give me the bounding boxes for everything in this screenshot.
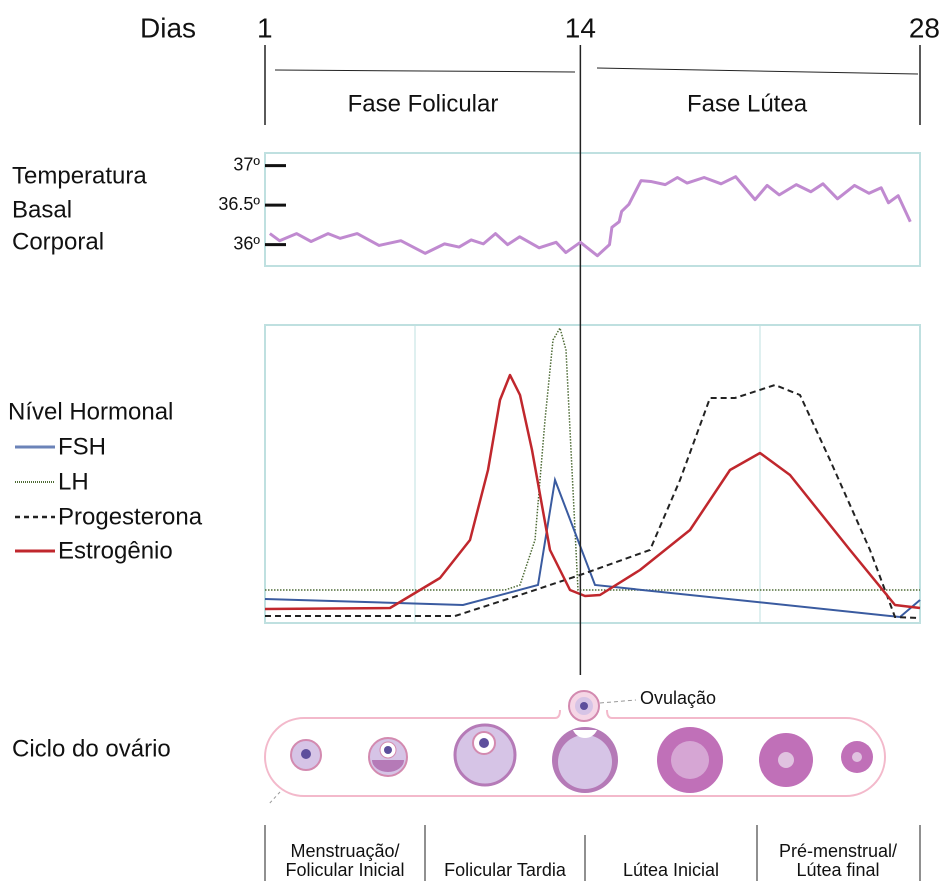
phase-line bbox=[597, 68, 918, 74]
cycle-phase: Folicular Tardia bbox=[444, 860, 567, 880]
phase-line bbox=[275, 70, 575, 72]
legend-label: LH bbox=[58, 468, 89, 495]
phase-label: Fase Lútea bbox=[687, 90, 808, 117]
phase-label: Fase Folicular bbox=[348, 90, 499, 117]
y-label: Corporal bbox=[12, 228, 104, 255]
estrogen-curve bbox=[265, 375, 920, 609]
pointer bbox=[268, 792, 280, 805]
cycle-phase: Lútea final bbox=[796, 860, 879, 880]
temperature-line bbox=[270, 177, 910, 256]
page: Dias Fase Folicular Fase Lútea Temperatu… bbox=[0, 0, 944, 881]
legend-label: Progesterona bbox=[58, 503, 203, 530]
y-tick-label: 36º bbox=[233, 233, 260, 253]
legend-title: Nível Hormonal bbox=[8, 398, 173, 425]
y-label: Basal bbox=[12, 196, 72, 223]
ovary-title: Ciclo do ovário bbox=[12, 735, 171, 762]
cycle-phase: Pré-menstrual/ bbox=[779, 841, 897, 861]
x-label: Dias bbox=[140, 12, 196, 43]
follicles bbox=[291, 691, 873, 793]
y-tick-label: 36.5º bbox=[218, 194, 260, 214]
y-tick-label: 37º bbox=[233, 154, 260, 174]
cycle-phase: Lútea Inicial bbox=[623, 860, 719, 880]
cycle-phase: Menstruação/ bbox=[290, 841, 399, 861]
x-tick-label: 14 bbox=[565, 12, 596, 43]
x-tick-label: 1 bbox=[257, 12, 273, 43]
ovulation-label: Ovulação bbox=[640, 688, 716, 708]
x-tick-label: 28 bbox=[909, 12, 940, 43]
diagram: Dias Fase Folicular Fase Lútea Temperatu… bbox=[0, 0, 944, 881]
cycle-phase: Folicular Inicial bbox=[285, 860, 404, 880]
temp-box bbox=[265, 153, 920, 266]
pointer bbox=[600, 700, 636, 703]
y-label: Temperatura bbox=[12, 162, 147, 189]
lh-curve bbox=[265, 328, 920, 590]
legend-label: Estrogênio bbox=[58, 537, 173, 564]
progesterone-curve bbox=[265, 385, 920, 618]
legend-label: FSH bbox=[58, 433, 106, 460]
